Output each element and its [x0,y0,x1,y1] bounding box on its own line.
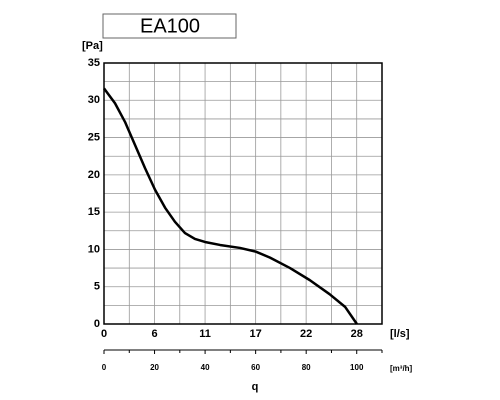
y-tick-label: 5 [94,281,100,293]
y-tick-label: 10 [88,243,100,255]
y-tick-label: 0 [94,318,100,330]
y-tick-label: 25 [88,131,100,143]
x2-axis-title: q [252,381,259,393]
x-tick-label: 22 [300,328,312,340]
x-tick-label: 11 [199,328,211,340]
y-axis-label: [Pa] [82,40,103,52]
x2-tick-label: 20 [150,363,159,372]
y-tick-label: 15 [88,206,100,218]
x2-tick-label: 0 [102,363,107,372]
x-tick-label: 6 [152,328,158,340]
x2-tick-label: 80 [302,363,311,372]
x-tick-label: 28 [351,328,363,340]
curve [102,87,358,325]
x2-axis-label: [m³/h] [390,364,413,373]
plot-frame [103,62,383,325]
x-tick-label: 17 [250,328,262,340]
x2-tick-label: 100 [350,363,364,372]
y-tick-label: 30 [88,94,100,106]
y-tick-label: 20 [88,169,100,181]
x2-tick-label: 40 [201,363,210,372]
x-axis-label: [l/s] [390,328,410,340]
chart-title: EA100 [140,15,200,37]
y-tick-label: 35 [88,57,100,69]
title-box [102,13,237,39]
x2-tick-label: 60 [251,363,260,372]
x-tick-label: 0 [101,328,107,340]
